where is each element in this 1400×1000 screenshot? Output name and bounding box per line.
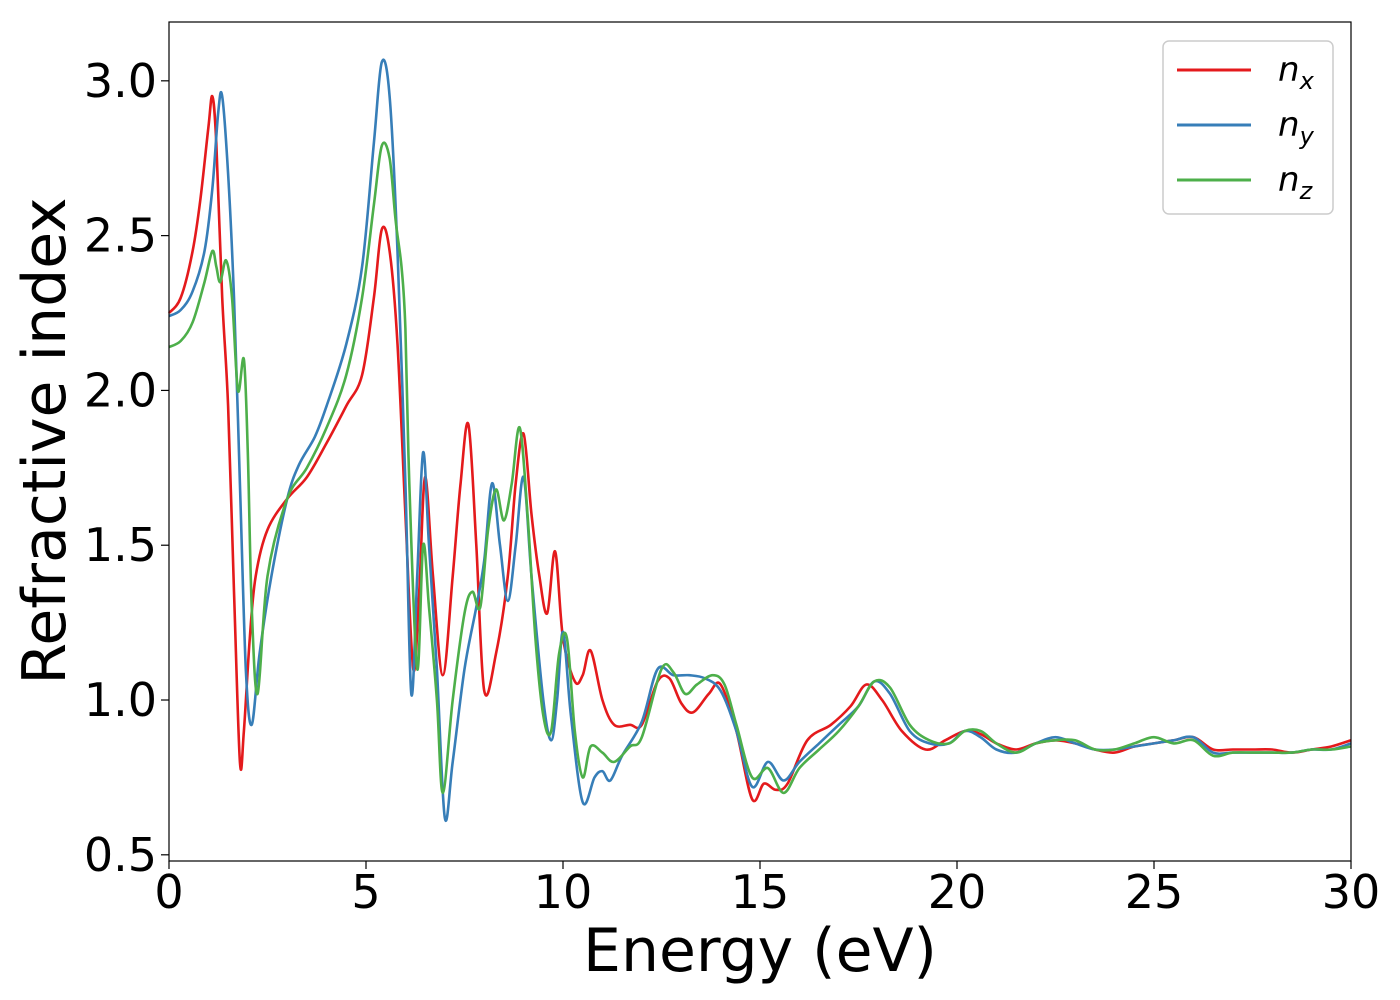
legend: nx ny nz	[1162, 40, 1334, 215]
y-tick-label: 2.5	[84, 209, 157, 263]
y-tick-label: 3.0	[84, 54, 157, 108]
y-tick-label: 0.5	[84, 828, 157, 882]
x-tick-label: 20	[928, 865, 987, 919]
x-tick-label: 5	[351, 865, 380, 919]
x-axis-title: Energy (eV)	[583, 916, 937, 986]
y-axis: 0.5 1.0 1.5 2.0 2.5 3.0	[84, 54, 169, 882]
x-tick-label: 15	[731, 865, 790, 919]
x-tick-label: 25	[1125, 865, 1184, 919]
y-axis-title: Refractive index	[10, 197, 80, 684]
x-tick-label: 30	[1322, 865, 1381, 919]
legend-label-n_y: ny	[1278, 105, 1315, 150]
legend-label-n_x: nx	[1278, 50, 1315, 95]
legend-box	[1162, 40, 1334, 215]
x-axis: 0 5 10 15 20 25 30	[154, 861, 1380, 919]
x-tick-label: 0	[154, 865, 183, 919]
y-tick-label: 1.0	[84, 673, 157, 727]
legend-items: nx ny nz	[1177, 50, 1315, 205]
legend-label-n_z: nz	[1278, 160, 1314, 205]
series-layer	[167, 58, 1352, 822]
y-tick-label: 1.5	[84, 518, 157, 572]
x-tick-label: 10	[534, 865, 593, 919]
series-line-n_z	[168, 141, 1352, 795]
y-tick-label: 2.0	[84, 363, 157, 417]
plot-background	[169, 22, 1351, 861]
